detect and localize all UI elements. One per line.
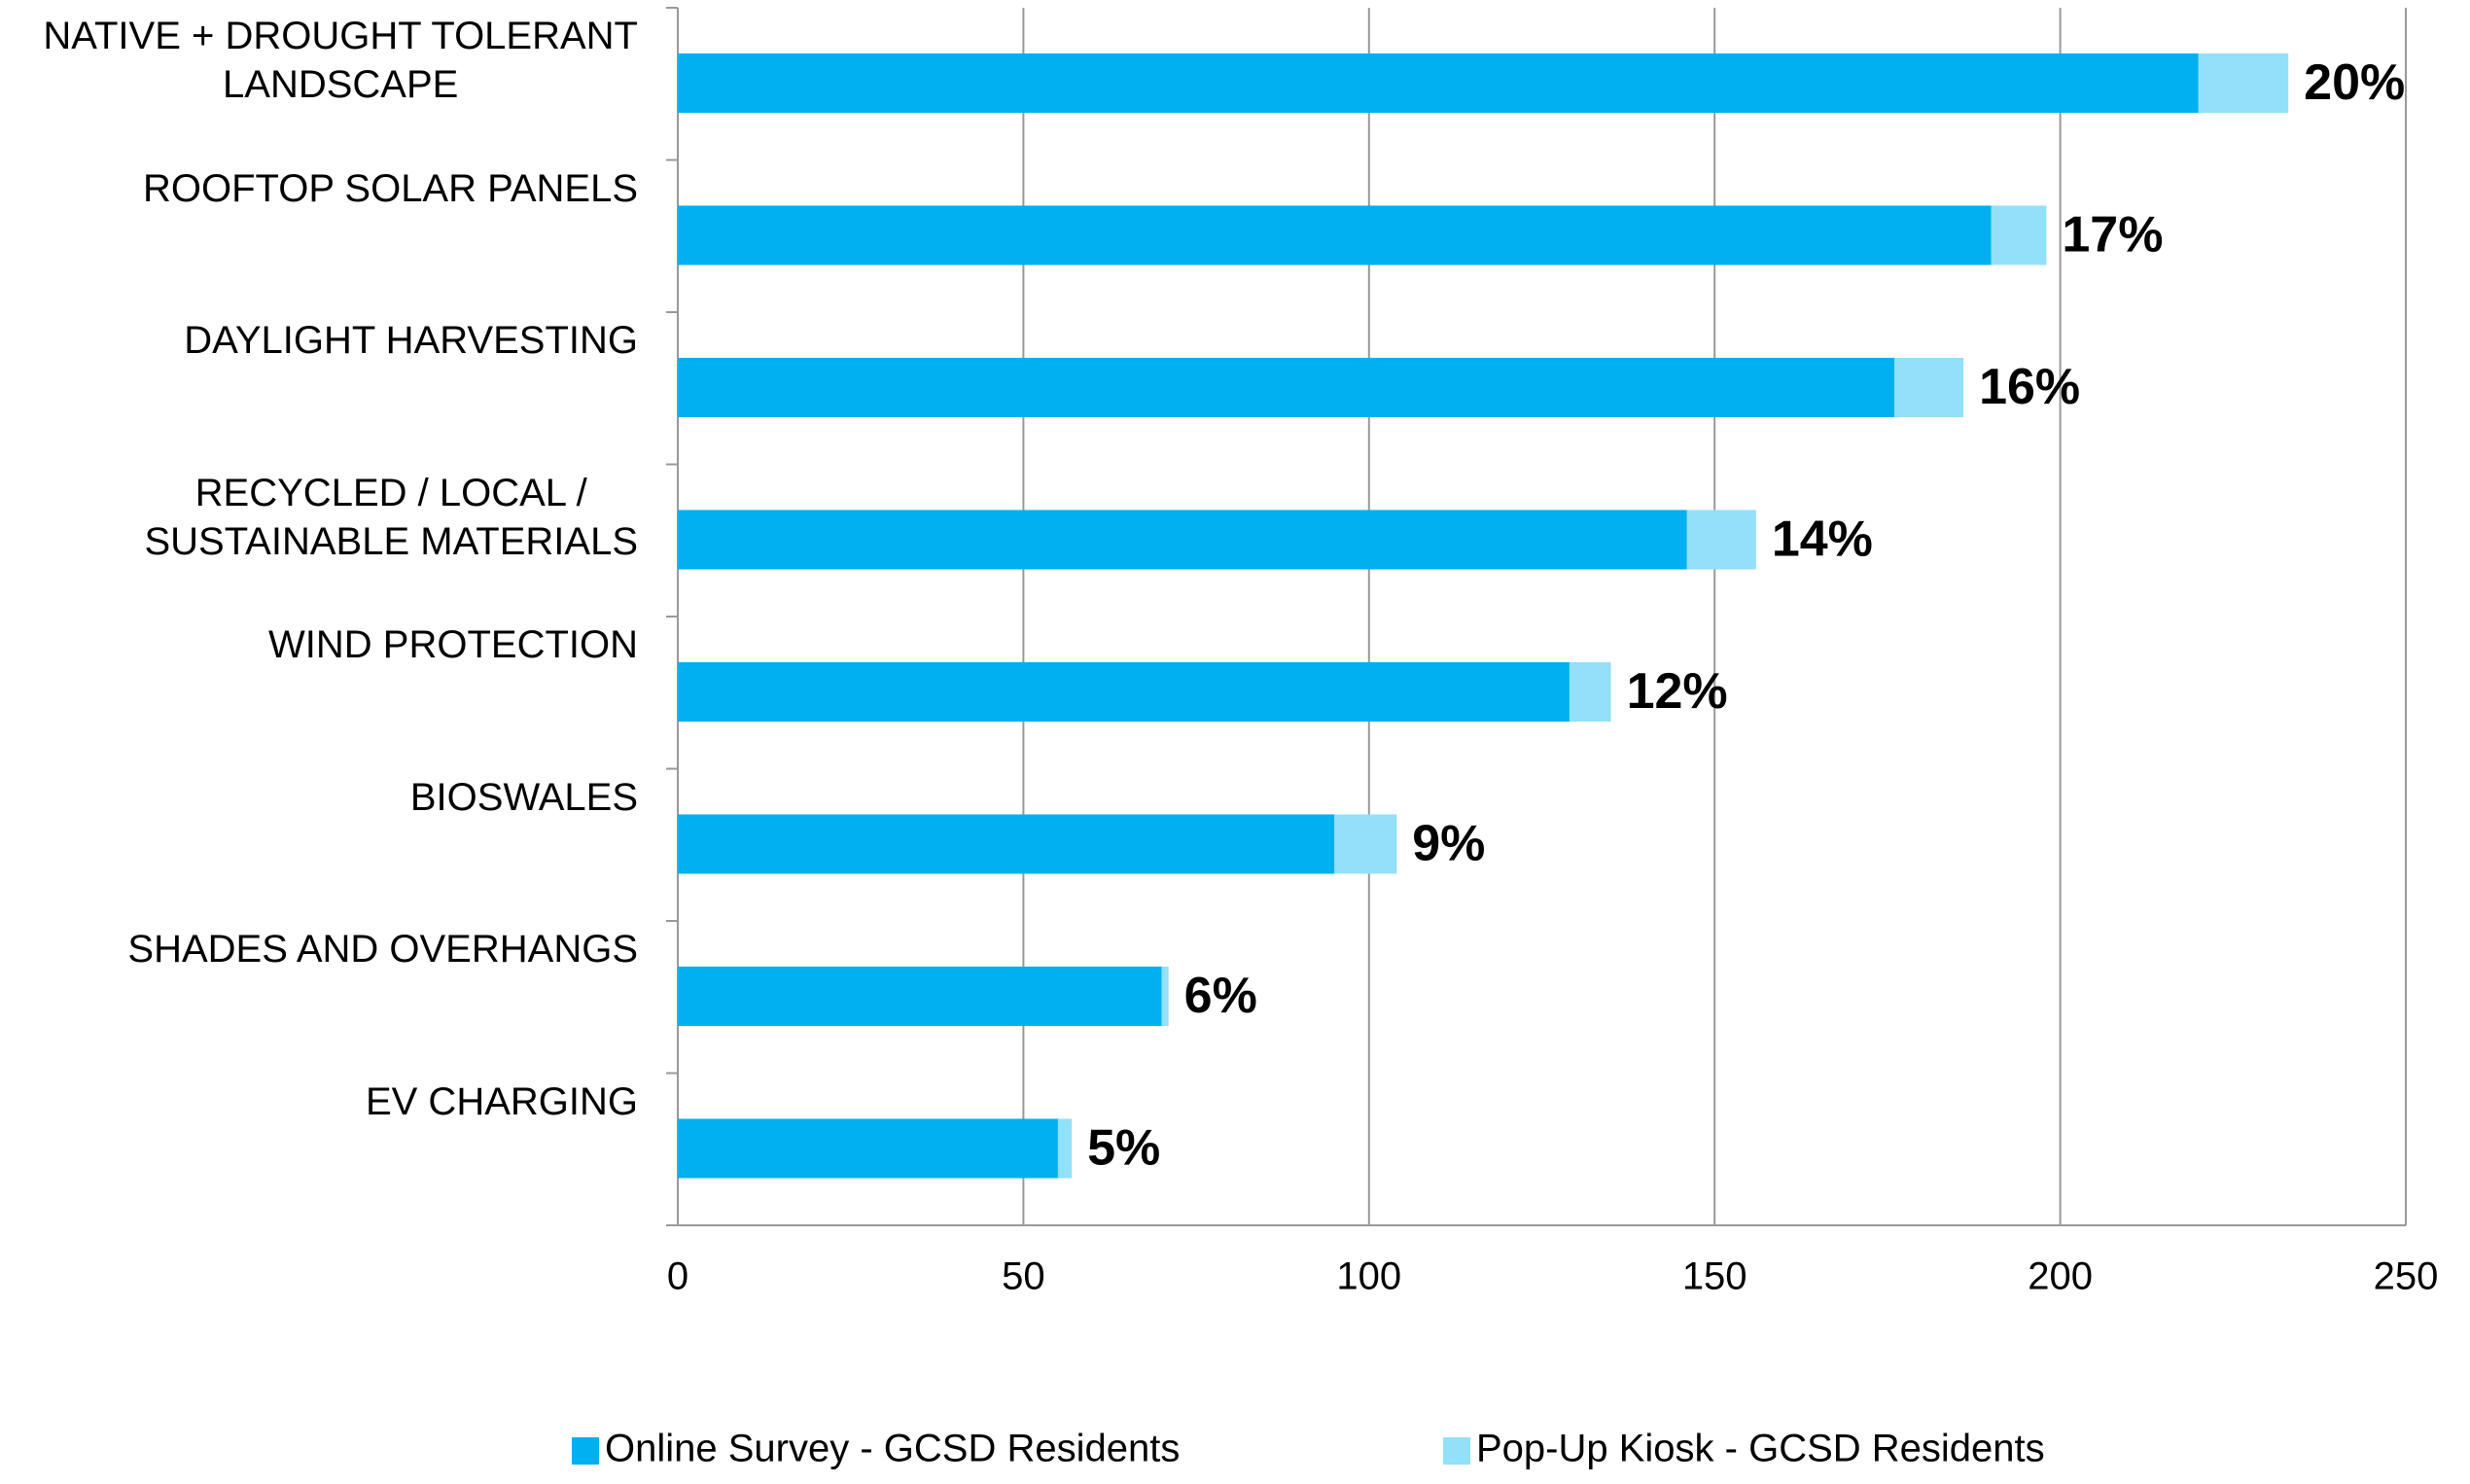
legend-label: Online Survey - GCSD Residents	[605, 1428, 1180, 1470]
x-tick-label: 150	[1682, 1255, 1747, 1298]
legend-swatch	[1443, 1437, 1470, 1465]
bar-segment	[678, 510, 1687, 570]
category-label-text: EV CHARGING	[365, 1079, 638, 1123]
bar-segment	[2198, 53, 2289, 113]
bar-segment	[1569, 661, 1611, 722]
category-label: EV CHARGING	[366, 1078, 638, 1126]
category-label: ROOFTOP SOLAR PANELS	[143, 164, 638, 213]
bar-segment	[1894, 357, 1964, 417]
total-label: 14%	[1772, 512, 1873, 568]
bar-segment	[1686, 510, 1756, 570]
x-tick-label: 100	[1336, 1255, 1401, 1298]
x-tick-label: 0	[667, 1255, 688, 1298]
category-label: DAYLIGHT HARVESTING	[184, 316, 638, 365]
bar-segment	[678, 661, 1570, 722]
total-label: 17%	[2062, 207, 2163, 264]
total-label: 20%	[2304, 54, 2405, 111]
category-label-text: NATIVE + DROUGHT TOLERANT LANDSCAPE	[43, 15, 638, 106]
bar-segment	[678, 357, 1895, 417]
category-label-text: ROOFTOP SOLAR PANELS	[142, 166, 638, 210]
total-label: 5%	[1087, 1120, 1160, 1177]
bar-segment	[678, 814, 1335, 874]
bar-segment	[678, 966, 1162, 1026]
bar-segment	[1057, 1118, 1073, 1179]
total-label: 12%	[1627, 663, 1728, 720]
bar-segment	[1161, 966, 1169, 1026]
category-label-text: RECYCLED / LOCAL / SUSTAINABLE MATERIALS	[144, 471, 638, 563]
category-label-text: SHADES AND OVERHANGS	[127, 928, 638, 971]
category-label: NATIVE + DROUGHT TOLERANT LANDSCAPE	[43, 12, 638, 109]
category-label: WIND PROTECTION	[268, 620, 638, 669]
bar-segment	[678, 53, 2199, 113]
bar-segment	[1334, 814, 1397, 874]
x-tick-label: 250	[2374, 1255, 2439, 1298]
category-label-text: DAYLIGHT HARVESTING	[184, 319, 638, 362]
bar-segment	[678, 1118, 1058, 1179]
bar-segment	[678, 205, 1992, 265]
x-tick-label: 200	[2028, 1255, 2093, 1298]
legend-label: Pop-Up Kiosk - GCSD Residents	[1476, 1428, 2045, 1470]
x-tick-label: 50	[1002, 1255, 1045, 1298]
category-label-text: WIND PROTECTION	[268, 623, 638, 666]
category-label: RECYCLED / LOCAL / SUSTAINABLE MATERIALS	[144, 469, 638, 566]
total-label: 9%	[1412, 816, 1485, 872]
category-label: SHADES AND OVERHANGS	[127, 925, 638, 973]
total-label: 6%	[1184, 968, 1257, 1024]
total-label: 16%	[1979, 359, 2080, 415]
category-label-text: BIOSWALES	[409, 775, 638, 819]
legend-swatch	[572, 1437, 599, 1465]
bar-segment	[1991, 205, 2047, 265]
category-label: BIOSWALES	[410, 773, 638, 822]
